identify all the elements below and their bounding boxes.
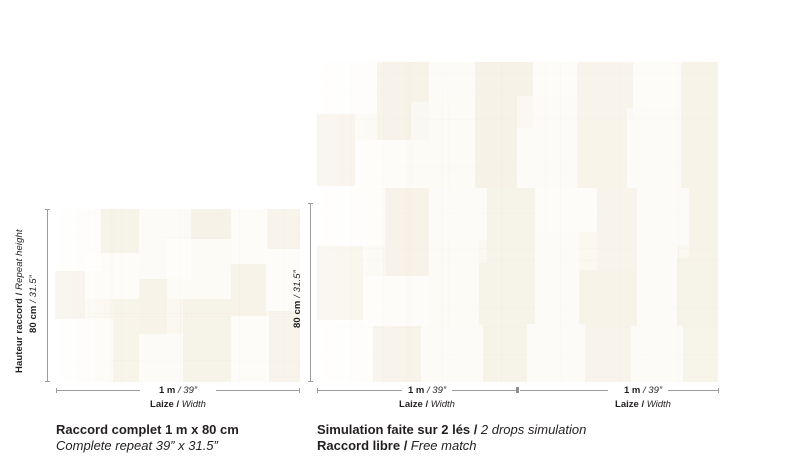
right-caption-line2-en: Free match: [410, 438, 477, 453]
left-caption: Raccord complet 1 m x 80 cm Complete rep…: [56, 422, 239, 454]
right-caption-line1-fr: Simulation faite sur 2 lés /: [317, 422, 478, 437]
left-width-ruler-cap-end: [299, 388, 300, 393]
left-repeat-height-value: 80 cm / 31.5”: [28, 275, 40, 333]
right-caption: Simulation faite sur 2 lés / 2 drops sim…: [317, 422, 586, 454]
left-width-ruler-segment-left: [57, 390, 140, 391]
repeat-height-value-imperial: 31.5”: [28, 275, 39, 298]
width-value-imperial: 39”: [432, 385, 447, 396]
width-value-metric: 1 m: [623, 385, 641, 396]
repeat-height-value-metric: 80 cm: [292, 300, 303, 328]
right-width-ruler-segment-1a: [318, 390, 402, 391]
repeat-height-value-separator: /: [28, 300, 39, 303]
right-wallpaper-swatch: [317, 62, 718, 382]
left-repeat-height-ruler: [45, 209, 50, 382]
width-value-separator: /: [643, 385, 646, 396]
right-caption-line2: Raccord libre / Free match: [317, 438, 586, 454]
width-label-en: Width: [430, 399, 455, 410]
swatch-texture-layer-b: [55, 209, 300, 382]
width-value-metric: 1 m: [158, 385, 176, 396]
right-width-ruler-cap-start: [317, 388, 318, 393]
width-label-fr: Laize /: [150, 399, 180, 410]
left-caption-line2: Complete repeat 39” x 31.5”: [56, 438, 218, 453]
left-width-ruler-segment-right: [216, 390, 299, 391]
right-caption-line2-fr: Raccord libre /: [317, 438, 408, 453]
repeat-height-value-metric: 80 cm: [28, 305, 39, 333]
width-label-fr: Laize /: [615, 399, 645, 410]
width-value-separator: /: [178, 385, 181, 396]
width-value-metric: 1 m: [407, 385, 425, 396]
right-repeat-height-ruler: [308, 203, 313, 382]
left-repeat-height-label: Hauteur raccord / Repeat height: [14, 229, 26, 373]
right-width-ruler-cap-middle: [516, 387, 519, 393]
width-label-en: Width: [181, 399, 206, 410]
right-width-value-2: 1 m / 39”: [578, 385, 708, 397]
width-label-fr: Laize /: [399, 399, 429, 410]
repeat-height-label-fr: Hauteur raccord /: [14, 292, 25, 373]
right-width-ruler-segment-1b: [452, 390, 516, 391]
width-value-imperial: 39”: [183, 385, 198, 396]
width-value-separator: /: [427, 385, 430, 396]
left-caption-line1: Raccord complet 1 m x 80 cm: [56, 422, 239, 437]
left-width-label: Laize / Width: [88, 399, 268, 411]
width-value-imperial: 39”: [648, 385, 663, 396]
right-width-value-1: 1 m / 39”: [362, 385, 492, 397]
width-label-en: Width: [646, 399, 671, 410]
right-width-ruler-segment-2b: [668, 390, 718, 391]
right-width-ruler-segment-2a: [520, 390, 608, 391]
right-width-label-2: Laize / Width: [578, 399, 708, 411]
right-width-ruler-cap-end: [718, 388, 719, 393]
right-width-label-1: Laize / Width: [362, 399, 492, 411]
left-wallpaper-swatch: [55, 209, 300, 382]
repeat-height-label-en: Repeat height: [14, 229, 25, 290]
right-caption-line1-en: 2 drops simulation: [480, 422, 587, 437]
right-caption-line1: Simulation faite sur 2 lés / 2 drops sim…: [317, 422, 586, 438]
repeat-height-value-imperial: 31.5”: [292, 270, 303, 293]
right-repeat-height-value: 80 cm / 31.5”: [292, 270, 304, 328]
swatch-texture-layer-b: [317, 62, 718, 382]
left-width-value: 1 m / 39”: [88, 385, 268, 397]
left-width-ruler-cap-start: [56, 388, 57, 393]
repeat-height-value-separator: /: [292, 295, 303, 298]
